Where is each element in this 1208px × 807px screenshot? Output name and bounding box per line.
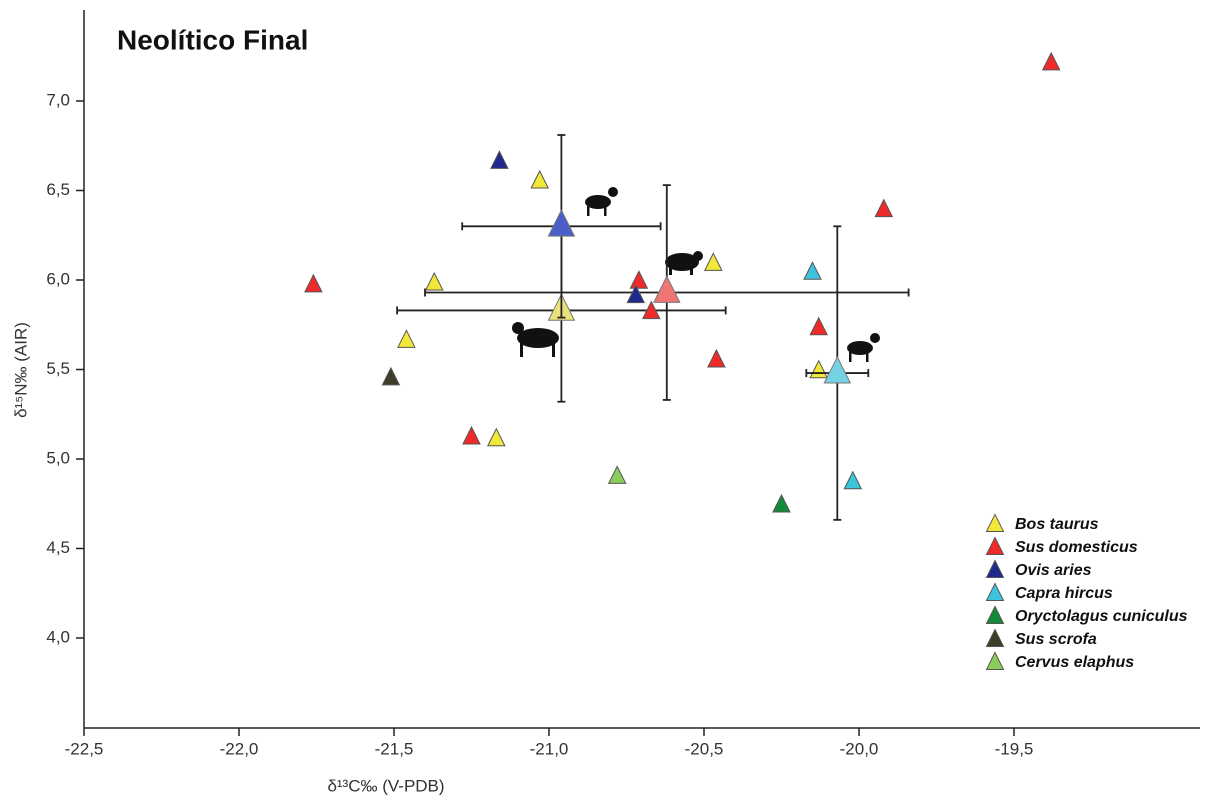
data-point <box>462 425 481 445</box>
pig-icon <box>665 251 703 275</box>
legend-label: Bos taurus <box>1015 516 1099 533</box>
legend-marker <box>985 628 1005 647</box>
data-point <box>803 261 822 280</box>
y-tick-label: 4,5 <box>46 538 70 557</box>
legend-label: Sus domesticus <box>1015 539 1138 556</box>
data-point <box>424 271 444 291</box>
y-tick-label: 5,5 <box>46 359 70 378</box>
data-point <box>707 348 726 368</box>
legend-label: Cervus elaphus <box>1015 654 1134 671</box>
data-point <box>629 270 649 289</box>
y-tick-label: 6,0 <box>46 269 70 288</box>
data-point <box>490 150 509 169</box>
data-point <box>809 316 829 336</box>
legend-marker <box>985 513 1005 532</box>
legend-marker <box>985 536 1005 555</box>
y-axis-label: δ¹⁵N‰ (AIR) <box>11 322 30 418</box>
data-point <box>486 427 506 447</box>
data-point <box>626 284 646 304</box>
legend-marker <box>985 559 1005 578</box>
data-point <box>397 329 416 348</box>
mean-point <box>823 355 852 384</box>
legend-label: Sus scrofa <box>1015 631 1097 648</box>
mean-point <box>652 275 681 303</box>
y-tick-label: 4,0 <box>46 627 70 646</box>
data-point <box>703 252 723 271</box>
mean-point <box>547 209 576 237</box>
x-tick-label: -21,5 <box>375 739 414 758</box>
data-point <box>304 273 323 293</box>
goat-icon <box>847 333 880 362</box>
x-axis-label: δ¹³C‰ (V-PDB) <box>327 776 444 795</box>
data-point <box>530 169 550 189</box>
legend-marker <box>985 605 1005 624</box>
cow-icon <box>512 322 559 357</box>
legend-label: Ovis aries <box>1015 562 1092 579</box>
x-tick-label: -22,0 <box>220 739 259 758</box>
x-tick-label: -20,0 <box>840 739 879 758</box>
data-point <box>772 493 791 513</box>
data-point <box>1041 51 1061 71</box>
data-point <box>381 366 401 386</box>
legend-marker <box>985 651 1005 670</box>
y-tick-label: 7,0 <box>46 90 70 109</box>
legend-marker <box>985 582 1005 601</box>
data-point <box>843 470 863 490</box>
data-point <box>641 300 661 320</box>
data-point <box>809 359 829 379</box>
chart-title: Neolítico Final <box>117 24 308 55</box>
legend-label: Capra hircus <box>1015 585 1113 602</box>
x-tick-label: -21,0 <box>530 739 569 758</box>
data-point <box>874 198 894 218</box>
animal-icons <box>512 187 880 362</box>
data-point <box>607 465 627 484</box>
y-tick-label: 6,5 <box>46 180 70 199</box>
x-tick-label: -20,5 <box>685 739 724 758</box>
y-tick-label: 5,0 <box>46 448 70 467</box>
x-tick-label: -22,5 <box>65 739 104 758</box>
legend-label: Oryctolagus cuniculus <box>1015 608 1188 625</box>
sheep-icon <box>585 187 618 216</box>
x-tick-label: -19,5 <box>995 739 1034 758</box>
